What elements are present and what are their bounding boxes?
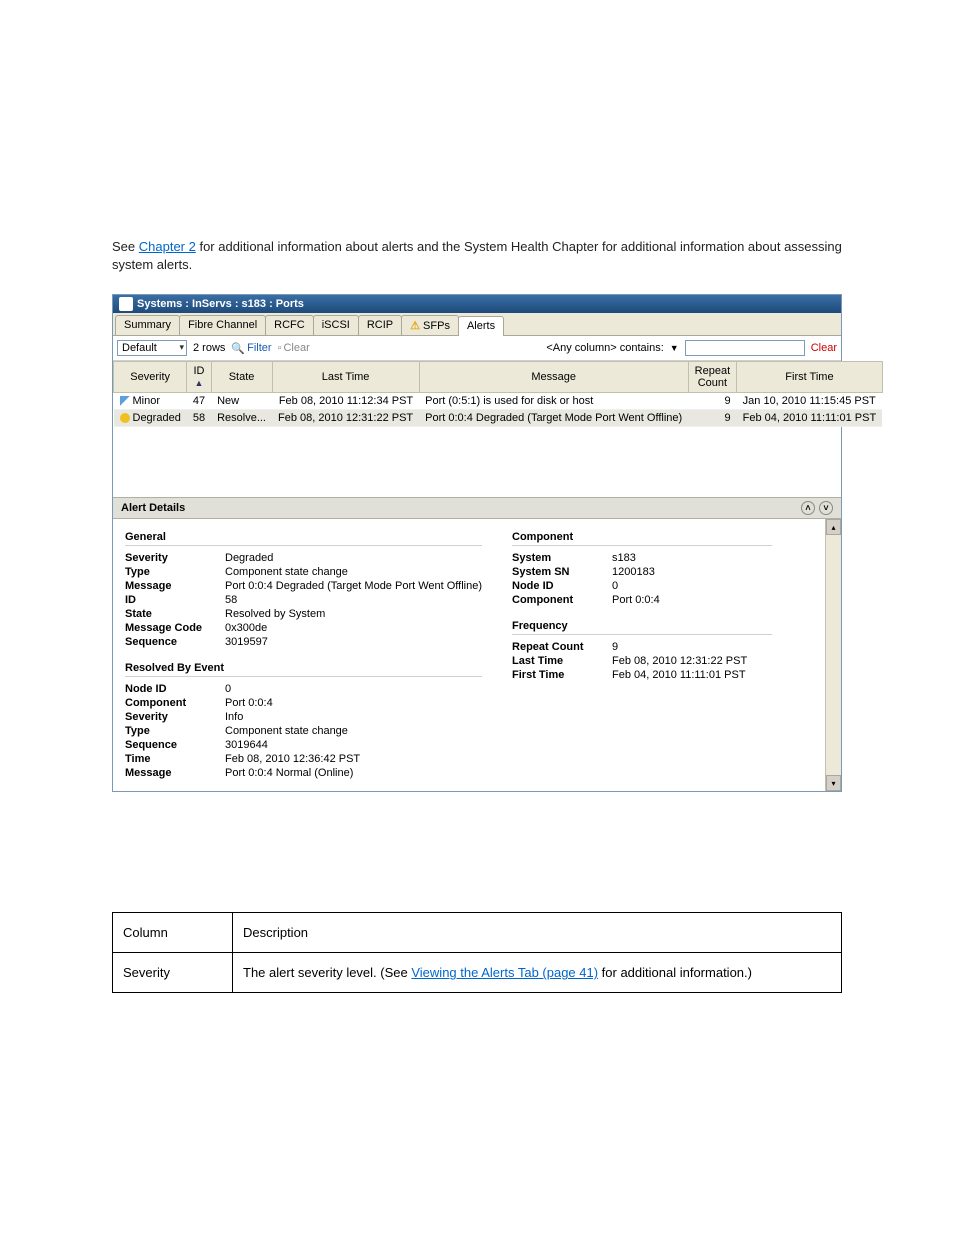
- tab-iscsi[interactable]: iSCSI: [313, 315, 359, 335]
- tab-sfps[interactable]: ⚠ SFPs: [401, 315, 459, 335]
- toolbar: Default 2 rows 🔍Filter ▫Clear <Any colum…: [113, 336, 841, 361]
- collapse-up-icon[interactable]: ˄: [801, 501, 815, 515]
- tab-fibre-channel[interactable]: Fibre Channel: [179, 315, 266, 335]
- table-row[interactable]: Degraded58Resolve...Feb 08, 2010 12:31:2…: [114, 410, 883, 427]
- filter-scope-label: <Any column> contains:: [546, 342, 663, 354]
- expand-down-icon[interactable]: ˅: [819, 501, 833, 515]
- alerts-grid: SeverityID ▲StateLast TimeMessageRepeat …: [113, 361, 883, 427]
- ports-window: Systems : InServs : s183 : Ports Summary…: [112, 294, 842, 792]
- desc-row-desc: The alert severity level. (See Viewing t…: [233, 953, 842, 993]
- desc-row-col: Severity: [113, 953, 233, 993]
- section-general: General: [125, 531, 482, 546]
- view-dropdown[interactable]: Default: [117, 340, 187, 356]
- filter-button[interactable]: 🔍Filter: [231, 342, 271, 355]
- desc-col-header: Column: [113, 913, 233, 953]
- tab-strip: SummaryFibre ChannelRCFCiSCSIRCIP⚠ SFPsA…: [113, 313, 841, 336]
- scroll-up-icon[interactable]: ▴: [826, 519, 841, 535]
- col-header[interactable]: Message: [419, 362, 688, 393]
- filter-icon: 🔍: [231, 342, 245, 355]
- grid-header-row: SeverityID ▲StateLast TimeMessageRepeat …: [114, 362, 883, 393]
- tab-rcfc[interactable]: RCFC: [265, 315, 314, 335]
- details-scrollbar[interactable]: ▴ ▾: [825, 519, 841, 791]
- tab-rcip[interactable]: RCIP: [358, 315, 402, 335]
- window-title: Systems : InServs : s183 : Ports: [137, 298, 304, 310]
- col-header[interactable]: Last Time: [272, 362, 419, 393]
- col-header[interactable]: State: [211, 362, 272, 393]
- chapter-link[interactable]: Chapter 2: [139, 239, 196, 254]
- table-row[interactable]: Minor47NewFeb 08, 2010 11:12:34 PSTPort …: [114, 393, 883, 410]
- col-header[interactable]: First Time: [737, 362, 883, 393]
- col-header[interactable]: Severity: [114, 362, 187, 393]
- alert-details-panel: General SeverityDegraded TypeComponent s…: [113, 519, 841, 791]
- row-count: 2 rows: [193, 342, 225, 354]
- column-description-table: Column Description Severity The alert se…: [112, 912, 842, 993]
- col-header[interactable]: ID ▲: [187, 362, 211, 393]
- intro-text: See Chapter 2 for additional information…: [112, 238, 842, 274]
- grid-empty-space: [113, 427, 841, 497]
- titlebar: Systems : InServs : s183 : Ports: [113, 295, 841, 313]
- app-icon: [119, 297, 133, 311]
- clear-filter-link[interactable]: Clear: [811, 342, 837, 354]
- section-resolved: Resolved By Event: [125, 662, 482, 677]
- viewing-alerts-link[interactable]: Viewing the Alerts Tab (page 41): [411, 965, 598, 980]
- clear-button-disabled: ▫Clear: [278, 342, 310, 354]
- filter-input[interactable]: [685, 340, 805, 356]
- scroll-down-icon[interactable]: ▾: [826, 775, 841, 791]
- tab-alerts[interactable]: Alerts: [458, 316, 504, 336]
- col-header[interactable]: Repeat Count: [688, 362, 736, 393]
- desc-desc-header: Description: [233, 913, 842, 953]
- tab-summary[interactable]: Summary: [115, 315, 180, 335]
- section-frequency: Frequency: [512, 620, 772, 635]
- alert-details-header: Alert Details ˄ ˅: [113, 497, 841, 519]
- section-component: Component: [512, 531, 772, 546]
- dropdown-arrow-icon[interactable]: ▼: [670, 343, 679, 353]
- eraser-icon: ▫: [278, 342, 282, 354]
